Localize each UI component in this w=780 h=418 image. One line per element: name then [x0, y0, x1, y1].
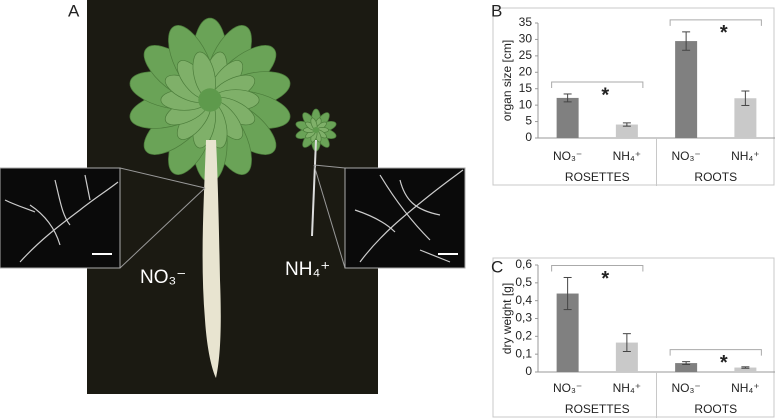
error-bar	[741, 366, 750, 369]
y-tick-label: 0,3	[515, 311, 532, 325]
bar	[734, 367, 757, 372]
x-tick-label: NO₃⁻	[672, 381, 701, 395]
chart-frame	[492, 7, 775, 186]
y-tick-label: 25	[519, 48, 533, 62]
significance-marker: *	[720, 22, 728, 44]
y-tick-label: 20	[519, 64, 533, 78]
y-axis-label: organ size [cm]	[500, 40, 514, 121]
y-axis-label: dry weight [g]	[500, 283, 514, 354]
group-label: ROOTS	[694, 402, 737, 416]
chart-frame	[492, 257, 775, 418]
error-bar	[622, 122, 631, 127]
root-hairs	[4, 174, 119, 263]
inset	[0, 167, 121, 269]
treatment-label: NH₄⁺	[285, 259, 330, 280]
x-tick-label: NH₄⁺	[731, 381, 760, 395]
y-tick-label: 0	[525, 364, 532, 378]
error-bar	[622, 333, 631, 352]
y-tick-label: 0,4	[515, 293, 532, 307]
connector	[313, 164, 346, 169]
leaf	[198, 88, 222, 112]
inset	[344, 167, 466, 269]
root	[311, 139, 317, 237]
error-bar	[682, 31, 691, 51]
significance-bracket	[551, 264, 644, 272]
panel-label: B	[491, 1, 502, 20]
root-hairs	[354, 169, 464, 263]
photo-panel: NO₃⁻ NH₄⁺	[0, 0, 466, 394]
connector	[119, 167, 206, 189]
leaf	[313, 127, 319, 133]
y-tick-label: 35	[519, 15, 533, 29]
bar	[675, 363, 698, 372]
x-tick-label: NO₃⁻	[553, 381, 582, 395]
y-tick-label: 30	[519, 32, 533, 46]
y-tick-label: 0,5	[515, 275, 532, 289]
bar	[734, 98, 757, 138]
y-tick-label: 15	[519, 81, 533, 95]
treatment-label: NO₃⁻	[140, 267, 186, 288]
error-bar	[741, 90, 750, 106]
y-tick-label: 10	[519, 97, 533, 111]
bar	[675, 41, 698, 139]
group-label: ROSETTES	[565, 170, 630, 184]
significance-bracket	[669, 349, 762, 356]
error-bar	[563, 276, 572, 311]
x-tick-label: NH₄⁺	[613, 149, 642, 163]
connector	[119, 187, 206, 269]
y-tick-label: 0,2	[515, 329, 532, 343]
significance-marker: *	[601, 84, 609, 106]
bar	[615, 342, 638, 372]
error-bar	[682, 361, 691, 366]
x-tick-label: NH₄⁺	[613, 381, 642, 395]
y-tick-label: 0,1	[515, 346, 532, 360]
bar	[556, 97, 579, 138]
panel-label: C	[491, 257, 503, 276]
error-bar	[563, 93, 572, 103]
connector	[313, 164, 346, 269]
panel-label: A	[68, 1, 80, 20]
significance-marker: *	[601, 268, 609, 290]
root	[202, 140, 221, 378]
x-tick-label: NH₄⁺	[731, 149, 760, 163]
group-label: ROOTS	[694, 170, 737, 184]
significance-bracket	[669, 19, 762, 26]
y-tick-label: 0	[525, 130, 532, 144]
bar	[556, 293, 579, 372]
y-tick-label: 0,6	[515, 257, 532, 271]
x-tick-label: NO₃⁻	[672, 149, 701, 163]
bar	[615, 124, 638, 138]
y-tick-label: 5	[525, 114, 532, 128]
x-tick-label: NO₃⁻	[553, 149, 582, 163]
rosette	[129, 17, 291, 183]
significance-marker: *	[720, 352, 728, 374]
group-label: ROSETTES	[565, 402, 630, 416]
significance-bracket	[551, 81, 644, 88]
